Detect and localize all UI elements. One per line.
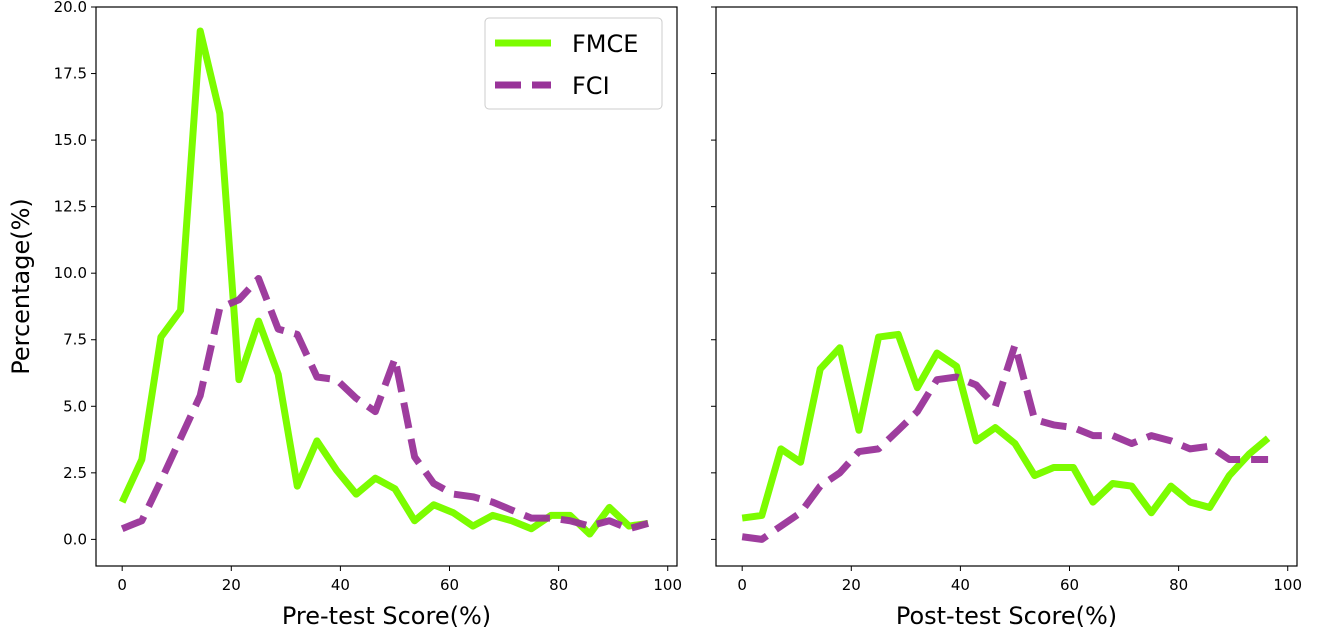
- y-tick-label: 15.0: [54, 131, 87, 149]
- x-tick-label: 100: [653, 576, 682, 594]
- legend-label-fci: FCI: [572, 72, 610, 100]
- series-group: [741, 330, 1271, 543]
- y-tick-label: 5.0: [63, 397, 87, 415]
- x-tick-label: 80: [549, 576, 568, 594]
- x-tick-label: 0: [117, 576, 127, 594]
- y-tick-label: 17.5: [54, 65, 87, 83]
- x-tick-label: 60: [440, 576, 459, 594]
- x-tick-label: 40: [331, 576, 350, 594]
- series-group: [119, 27, 650, 538]
- x-axis-label: Post-test Score(%): [896, 602, 1117, 630]
- y-tick-label: 12.5: [54, 198, 87, 216]
- y-tick-label: 20.0: [54, 0, 87, 16]
- series-line-fci: [741, 341, 1269, 543]
- series-line-fmce: [741, 330, 1271, 522]
- legend: FMCE FCI: [484, 17, 663, 110]
- x-axis-label: Pre-test Score(%): [282, 602, 491, 630]
- x-tick-label: 40: [951, 576, 970, 594]
- legend-label-fmce: FMCE: [572, 30, 638, 58]
- x-tick-label: 0: [737, 576, 747, 594]
- x-tick-label: 60: [1060, 576, 1079, 594]
- series-line-fci: [120, 275, 650, 533]
- y-tick-label: 0.0: [63, 530, 87, 548]
- x-tick-label: 80: [1169, 576, 1188, 594]
- y-tick-label: 10.0: [54, 264, 87, 282]
- post-test-panel: 0 20 40 60 80 100 Post-test Score(%): [711, 6, 1302, 630]
- y-tick-label: 2.5: [63, 464, 87, 482]
- x-tick-label: 20: [842, 576, 861, 594]
- series-line-fmce: [119, 27, 649, 538]
- y-axis-label: Percentage(%): [7, 198, 35, 375]
- pre-test-panel: 0 20 40 60 80 100 0.0 2.5 5.0 7.5 10.0 12.5 15.0 17.5…: [7, 0, 682, 630]
- x-tick-label: 20: [222, 576, 241, 594]
- plot-frame: [95, 6, 678, 567]
- y-tick-label: 7.5: [63, 331, 87, 349]
- plot-frame: [715, 6, 1298, 567]
- x-tick-label: 100: [1273, 576, 1302, 594]
